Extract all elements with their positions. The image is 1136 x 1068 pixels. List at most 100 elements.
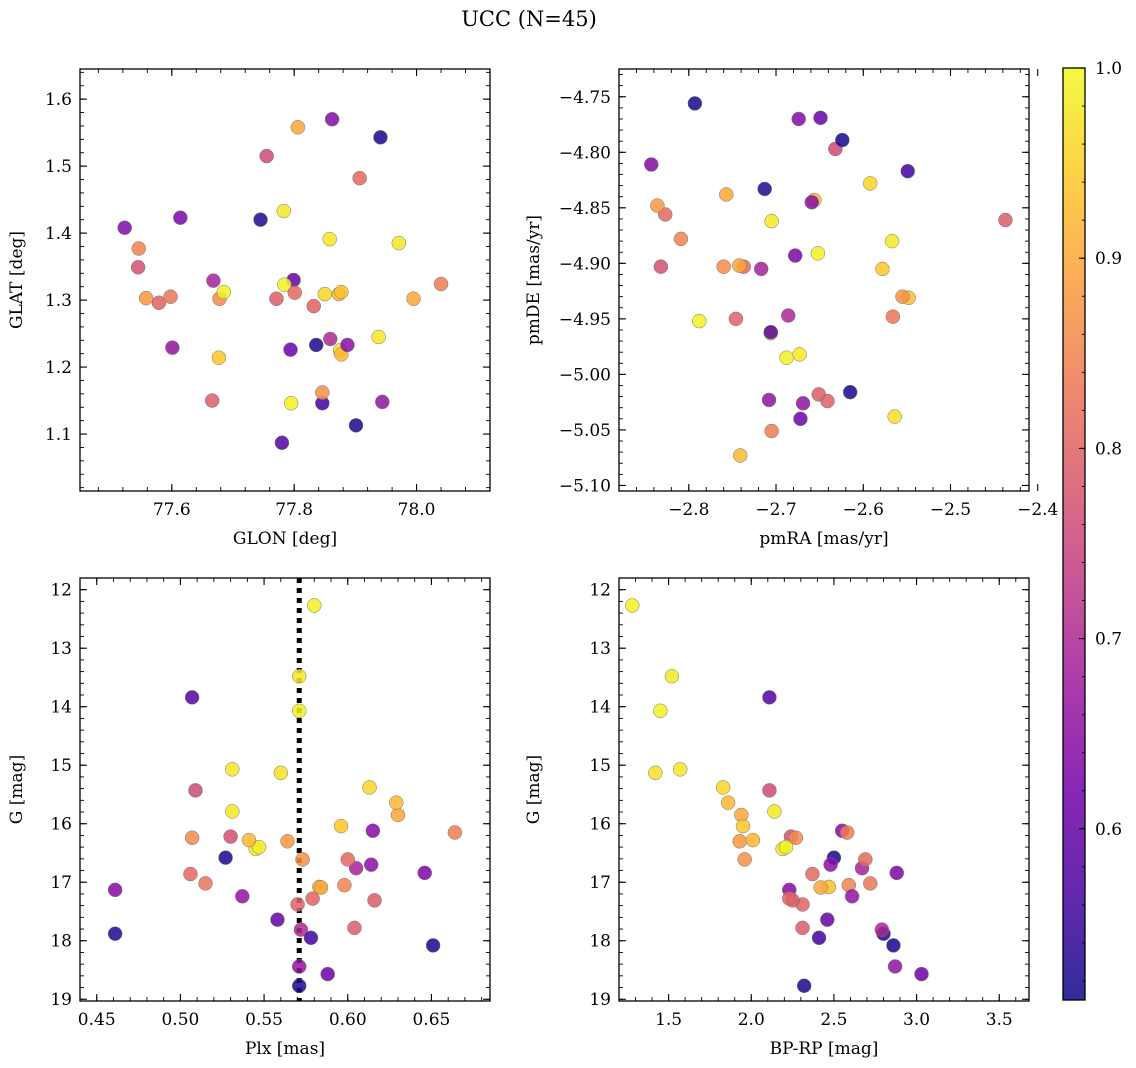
panel-plx-g: 0.45 0.50 0.55 0.60 0.65 12 13 14 15 16 17 18 19 Plx … [7,577,491,1059]
axes-frame [618,577,1030,1002]
y-axis-label: pmDE [mas/yr] [524,215,544,345]
data-point [763,324,779,340]
y-tick-label: 19 [589,990,611,1010]
data-point [259,148,274,164]
data-point [270,912,285,927]
data-point [813,110,828,126]
data-point [340,337,355,353]
data-point [692,313,707,329]
y-tick-label: 15 [50,756,72,776]
x-tick-label: −2.4 [1017,500,1058,520]
data-point [389,795,404,810]
data-point [188,783,203,798]
data-point [875,261,890,277]
x-axis-label: BP-RP [mag] [770,1039,879,1059]
points [107,598,463,994]
x-tick-label: 0.50 [161,1010,199,1030]
data-point [184,830,200,846]
y-tick-label: 18 [589,932,611,952]
data-point [884,233,900,249]
data-point [810,246,826,261]
data-point [305,891,320,906]
x-tick-label: −2.7 [755,500,796,520]
data-point [762,783,777,798]
data-point [313,880,329,895]
data-point [839,825,855,840]
y-tick-label: 1.5 [45,157,72,177]
data-point [823,857,838,872]
colorbar: 0.6 0.7 0.8 0.9 1.0 [1062,59,1122,1001]
data-point [291,959,307,974]
data-point [835,132,850,148]
data-point [886,938,901,953]
y-tick-label: −5.10 [559,476,611,496]
colorbar-frame [1062,67,1086,1001]
data-point [653,703,668,719]
data-point [813,880,828,895]
data-point [874,922,890,937]
data-point [664,669,680,684]
data-point [737,852,752,867]
data-point [274,435,290,451]
colorbar-tick-label: 0.8 [1095,439,1122,459]
data-point [216,284,232,300]
data-point [303,930,319,946]
data-point [315,385,330,400]
data-point [367,893,382,908]
panel-pmra-pmde: −2.8 −2.7 −2.6 −2.5 −2.4 −5.10 −5.05 −5.00 −4.95… [524,68,1058,549]
y-tick-label: −4.75 [559,88,611,108]
data-point [624,598,640,613]
data-point [433,276,449,292]
data-point [198,876,213,891]
axes-frame [79,577,491,1002]
colorbar-tick-label: 0.6 [1095,820,1122,840]
data-point [320,966,335,982]
data-point [391,235,407,251]
y-tick-label: −5.00 [559,365,611,385]
data-point [225,804,240,819]
data-point [283,396,299,411]
data-point [844,889,860,904]
x-tick-label: −2.5 [930,500,971,520]
data-point [117,220,132,235]
data-point [322,231,337,247]
data-point [347,920,362,936]
data-point [308,337,324,353]
data-point [291,978,307,994]
y-tick-label: 1.6 [45,90,72,110]
data-point [406,291,421,307]
data-point [732,834,747,849]
data-point [363,857,379,872]
data-point [293,922,309,937]
data-point [716,259,731,274]
data-point [887,959,903,974]
data-point [204,393,220,408]
data-point [211,350,227,365]
data-point [184,690,200,705]
data-point [218,850,233,865]
colorbar-gradient [1063,68,1085,1000]
data-point [862,176,878,191]
data-point [290,897,305,912]
y-axis-label: G [mag] [524,755,544,824]
y-axis-label: GLAT [deg] [7,231,27,329]
y-tick-label: 13 [589,639,611,659]
x-tick-label: −2.8 [668,500,709,520]
data-point [805,866,820,882]
x-axis-label: Plx [mas] [245,1039,325,1059]
y-tick-label: 1.3 [45,291,72,311]
data-point [779,350,794,365]
points [117,111,449,451]
panel-bprp-g: 1.5 2.0 2.5 3.0 3.5 12 13 14 15 16 17 18 19 BP-RP [ma… [524,577,1030,1059]
data-point [788,830,804,846]
y-tick-label: 1.4 [45,224,72,244]
y-tick-label: −4.85 [559,199,611,219]
data-point [767,804,782,819]
data-point [895,289,910,304]
data-point [295,852,310,867]
data-point [107,882,123,898]
data-point [650,198,665,213]
data-point [183,866,198,882]
x-tick-label: 3.5 [986,1010,1013,1030]
